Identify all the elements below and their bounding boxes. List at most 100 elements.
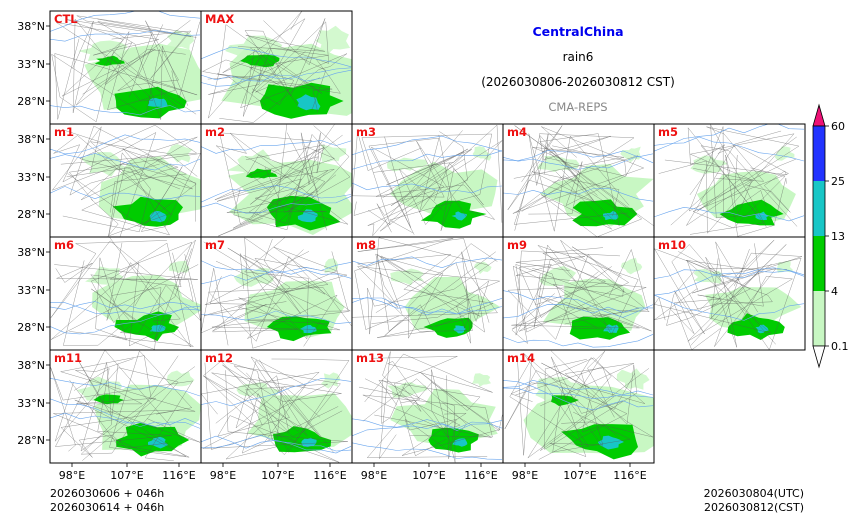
province-border <box>521 133 635 212</box>
province-border <box>537 240 650 335</box>
province-border <box>697 126 800 212</box>
province-border <box>515 246 640 333</box>
province-border <box>687 127 765 235</box>
province-border <box>215 132 349 225</box>
region-title: CentralChina <box>532 24 623 39</box>
province-border <box>227 247 338 347</box>
rain-light-area <box>315 25 351 56</box>
lon-label-98-c4: 98°E <box>512 469 538 482</box>
province-border <box>356 254 494 328</box>
rain-heavy-area <box>297 209 318 223</box>
province-border <box>362 378 467 457</box>
province-border <box>207 18 321 109</box>
panel-label: m11 <box>54 351 82 365</box>
map-panel-m7: m7 <box>200 236 353 351</box>
river-line <box>201 435 352 454</box>
province-border <box>362 378 493 438</box>
panel-label: m8 <box>356 238 376 252</box>
province-border <box>75 31 186 111</box>
province-border <box>688 126 797 217</box>
province-border <box>80 355 196 455</box>
province-border <box>50 262 199 347</box>
province-border <box>515 250 621 336</box>
river-line <box>352 182 503 194</box>
panels-layer: CTL MAX m1 m2 m3 m4 m5 m6 m7 m8 m9 m10 m11 m12 m13 m14 <box>46 10 806 467</box>
lon-label-107-c2: 107°E <box>261 469 294 482</box>
province-border <box>75 358 157 461</box>
map-panel-ctl: CTL <box>49 10 202 125</box>
province-border <box>513 171 628 225</box>
map-panel-max: MAX <box>200 10 353 125</box>
rain-light-area <box>247 393 352 448</box>
lon-label-107-c1: 107°E <box>110 469 143 482</box>
province-border <box>509 352 619 456</box>
rain-heavy-area <box>451 211 467 221</box>
lat-label-28-r2: 28°N <box>17 208 45 221</box>
province-border <box>510 357 612 433</box>
rain-moderate-area <box>719 199 784 226</box>
rain-light-area <box>704 287 802 333</box>
model-name: CMA-REPS <box>548 100 607 114</box>
map-panel-m11: m11 <box>49 349 202 464</box>
province-border <box>246 124 326 226</box>
river-line <box>503 290 654 318</box>
colorbar-max-extend <box>812 103 826 127</box>
river-line <box>50 152 201 171</box>
river-line <box>201 378 352 407</box>
rain-heavy-area <box>149 324 166 332</box>
rain-moderate-area <box>240 54 280 68</box>
rain-moderate-area <box>572 199 638 227</box>
province-border <box>69 125 188 213</box>
province-border <box>201 59 295 106</box>
river-line <box>50 105 201 116</box>
province-border <box>692 248 803 347</box>
province-border <box>241 358 350 454</box>
river-line <box>50 398 201 427</box>
river-line <box>503 380 654 411</box>
province-border <box>664 159 791 213</box>
province-border <box>376 148 496 220</box>
map-panel-m3: m3 <box>351 123 504 238</box>
river-line <box>503 155 654 170</box>
province-border <box>353 137 440 235</box>
river-line <box>50 30 201 42</box>
rain-moderate-area <box>245 168 278 179</box>
river-line <box>503 187 654 202</box>
province-border <box>62 152 181 236</box>
colorbar-min-extend <box>812 345 826 369</box>
province-border <box>54 24 198 120</box>
river-line <box>50 11 201 32</box>
rain-heavy-area <box>602 210 619 221</box>
province-border <box>219 51 348 123</box>
colorbar: 60 25 13 4 0.1 <box>812 103 849 369</box>
province-border <box>512 126 645 231</box>
rain-light-area <box>390 268 424 286</box>
lat-label-28-r1: 28°N <box>17 95 45 108</box>
colorbar-band-blue <box>813 126 825 181</box>
province-border <box>68 153 201 232</box>
province-border <box>366 382 501 458</box>
valid-time-utc: 2026030804(UTC) <box>704 487 804 500</box>
province-border <box>504 370 628 460</box>
province-border <box>61 19 156 98</box>
panel-label: m13 <box>356 351 384 365</box>
colorbar-label-25: 25 <box>831 175 845 188</box>
province-border <box>60 410 174 458</box>
province-border <box>358 353 493 403</box>
rain-heavy-area <box>755 324 769 334</box>
province-border <box>515 256 647 332</box>
colorbar-label-0-1: 0.1 <box>831 340 849 353</box>
rain-heavy-area <box>148 436 169 449</box>
province-border <box>202 360 343 437</box>
map-panel-m5: m5 <box>653 123 806 238</box>
lon-label-107-c3: 107°E <box>412 469 445 482</box>
river-line <box>50 301 201 311</box>
province-border <box>117 20 200 99</box>
lat-label-38-r1: 38°N <box>17 20 45 33</box>
colorbar-band-green <box>813 236 825 291</box>
map-panel-m2: m2 <box>200 123 353 238</box>
panel-frame <box>653 236 806 351</box>
map-panel-m9: m9 <box>502 236 655 351</box>
lat-label-33-r2: 33°N <box>17 171 45 184</box>
longitude-axis: 98°E 107°E 116°E 98°E 107°E 116°E 98°E 1… <box>59 469 647 482</box>
